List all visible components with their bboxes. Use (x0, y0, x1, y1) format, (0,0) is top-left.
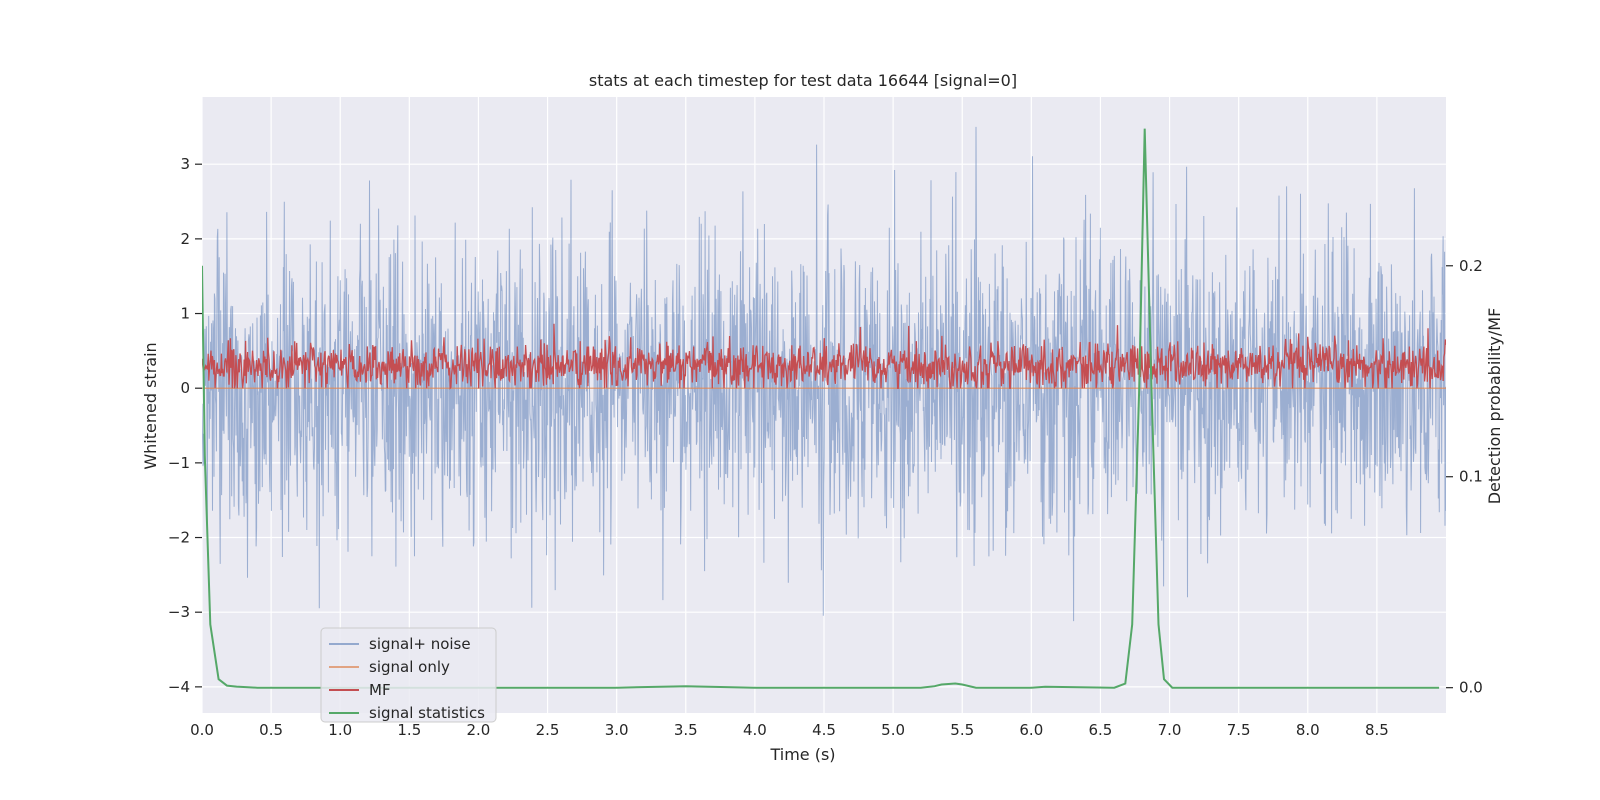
x-tick-label: 3.0 (605, 721, 629, 739)
legend-label: signal statistics (369, 704, 485, 722)
x-tick-label: 6.0 (1019, 721, 1043, 739)
x-tick-label: 1.0 (328, 721, 352, 739)
y-tick-label: −4 (168, 678, 190, 696)
x-tick-label: 5.0 (881, 721, 905, 739)
y-axis-ticks: −4 −3 −2 −1 0 1 2 3 (168, 155, 202, 696)
legend-box (320, 627, 497, 723)
series-mf-line (202, 323, 1446, 390)
y-tick-label: 2 (180, 230, 190, 248)
x-tick-label: 7.5 (1227, 721, 1251, 739)
x-tick-label: 7.0 (1158, 721, 1182, 739)
x-tick-label: 1.5 (397, 721, 421, 739)
y-tick-label: 3 (180, 155, 190, 173)
x-tick-label: 2.5 (536, 721, 560, 739)
x-tick-label: 4.0 (743, 721, 767, 739)
series-layer (202, 126, 1446, 689)
x-tick-label: 3.5 (674, 721, 698, 739)
y2-tick-label: 0.0 (1459, 679, 1483, 697)
y-axis-label: Whitened strain (141, 342, 160, 469)
y2-axis-ticks: 0.0 0.1 0.2 (1446, 257, 1483, 697)
legend: signal+ noise signal only MF signal statist… (320, 627, 497, 723)
y-tick-label: 0 (180, 379, 190, 397)
y-tick-label: −3 (168, 603, 190, 621)
x-axis-label: Time (s) (769, 745, 835, 764)
x-tick-label: 5.5 (950, 721, 974, 739)
x-tick-label: 0.5 (259, 721, 283, 739)
series-signal-noise-line (202, 126, 1446, 622)
y-tick-label: 1 (180, 305, 190, 323)
x-tick-label: 6.5 (1089, 721, 1113, 739)
legend-label: signal only (369, 658, 450, 676)
y-tick-label: −2 (168, 529, 190, 547)
y2-tick-label: 0.1 (1459, 468, 1483, 486)
legend-label: signal+ noise (369, 635, 471, 653)
x-tick-label: 0.0 (190, 721, 214, 739)
y2-tick-label: 0.2 (1459, 257, 1483, 275)
x-tick-label: 4.5 (812, 721, 836, 739)
x-tick-label: 8.5 (1365, 721, 1389, 739)
legend-label: MF (369, 681, 391, 699)
y-tick-label: −1 (168, 454, 190, 472)
x-tick-label: 8.0 (1296, 721, 1320, 739)
chart-title: stats at each timestep for test data 166… (589, 71, 1017, 90)
series-signal-statistics-line (202, 128, 1440, 689)
x-tick-label: 2.0 (467, 721, 491, 739)
y2-axis-label: Detection probability/MF (1485, 308, 1504, 505)
x-axis-ticks: 0.0 0.5 1.0 1.5 2.0 2.5 3.0 3.5 4.0 4.5 5.0 5.5 6.0 6… (190, 721, 1389, 739)
